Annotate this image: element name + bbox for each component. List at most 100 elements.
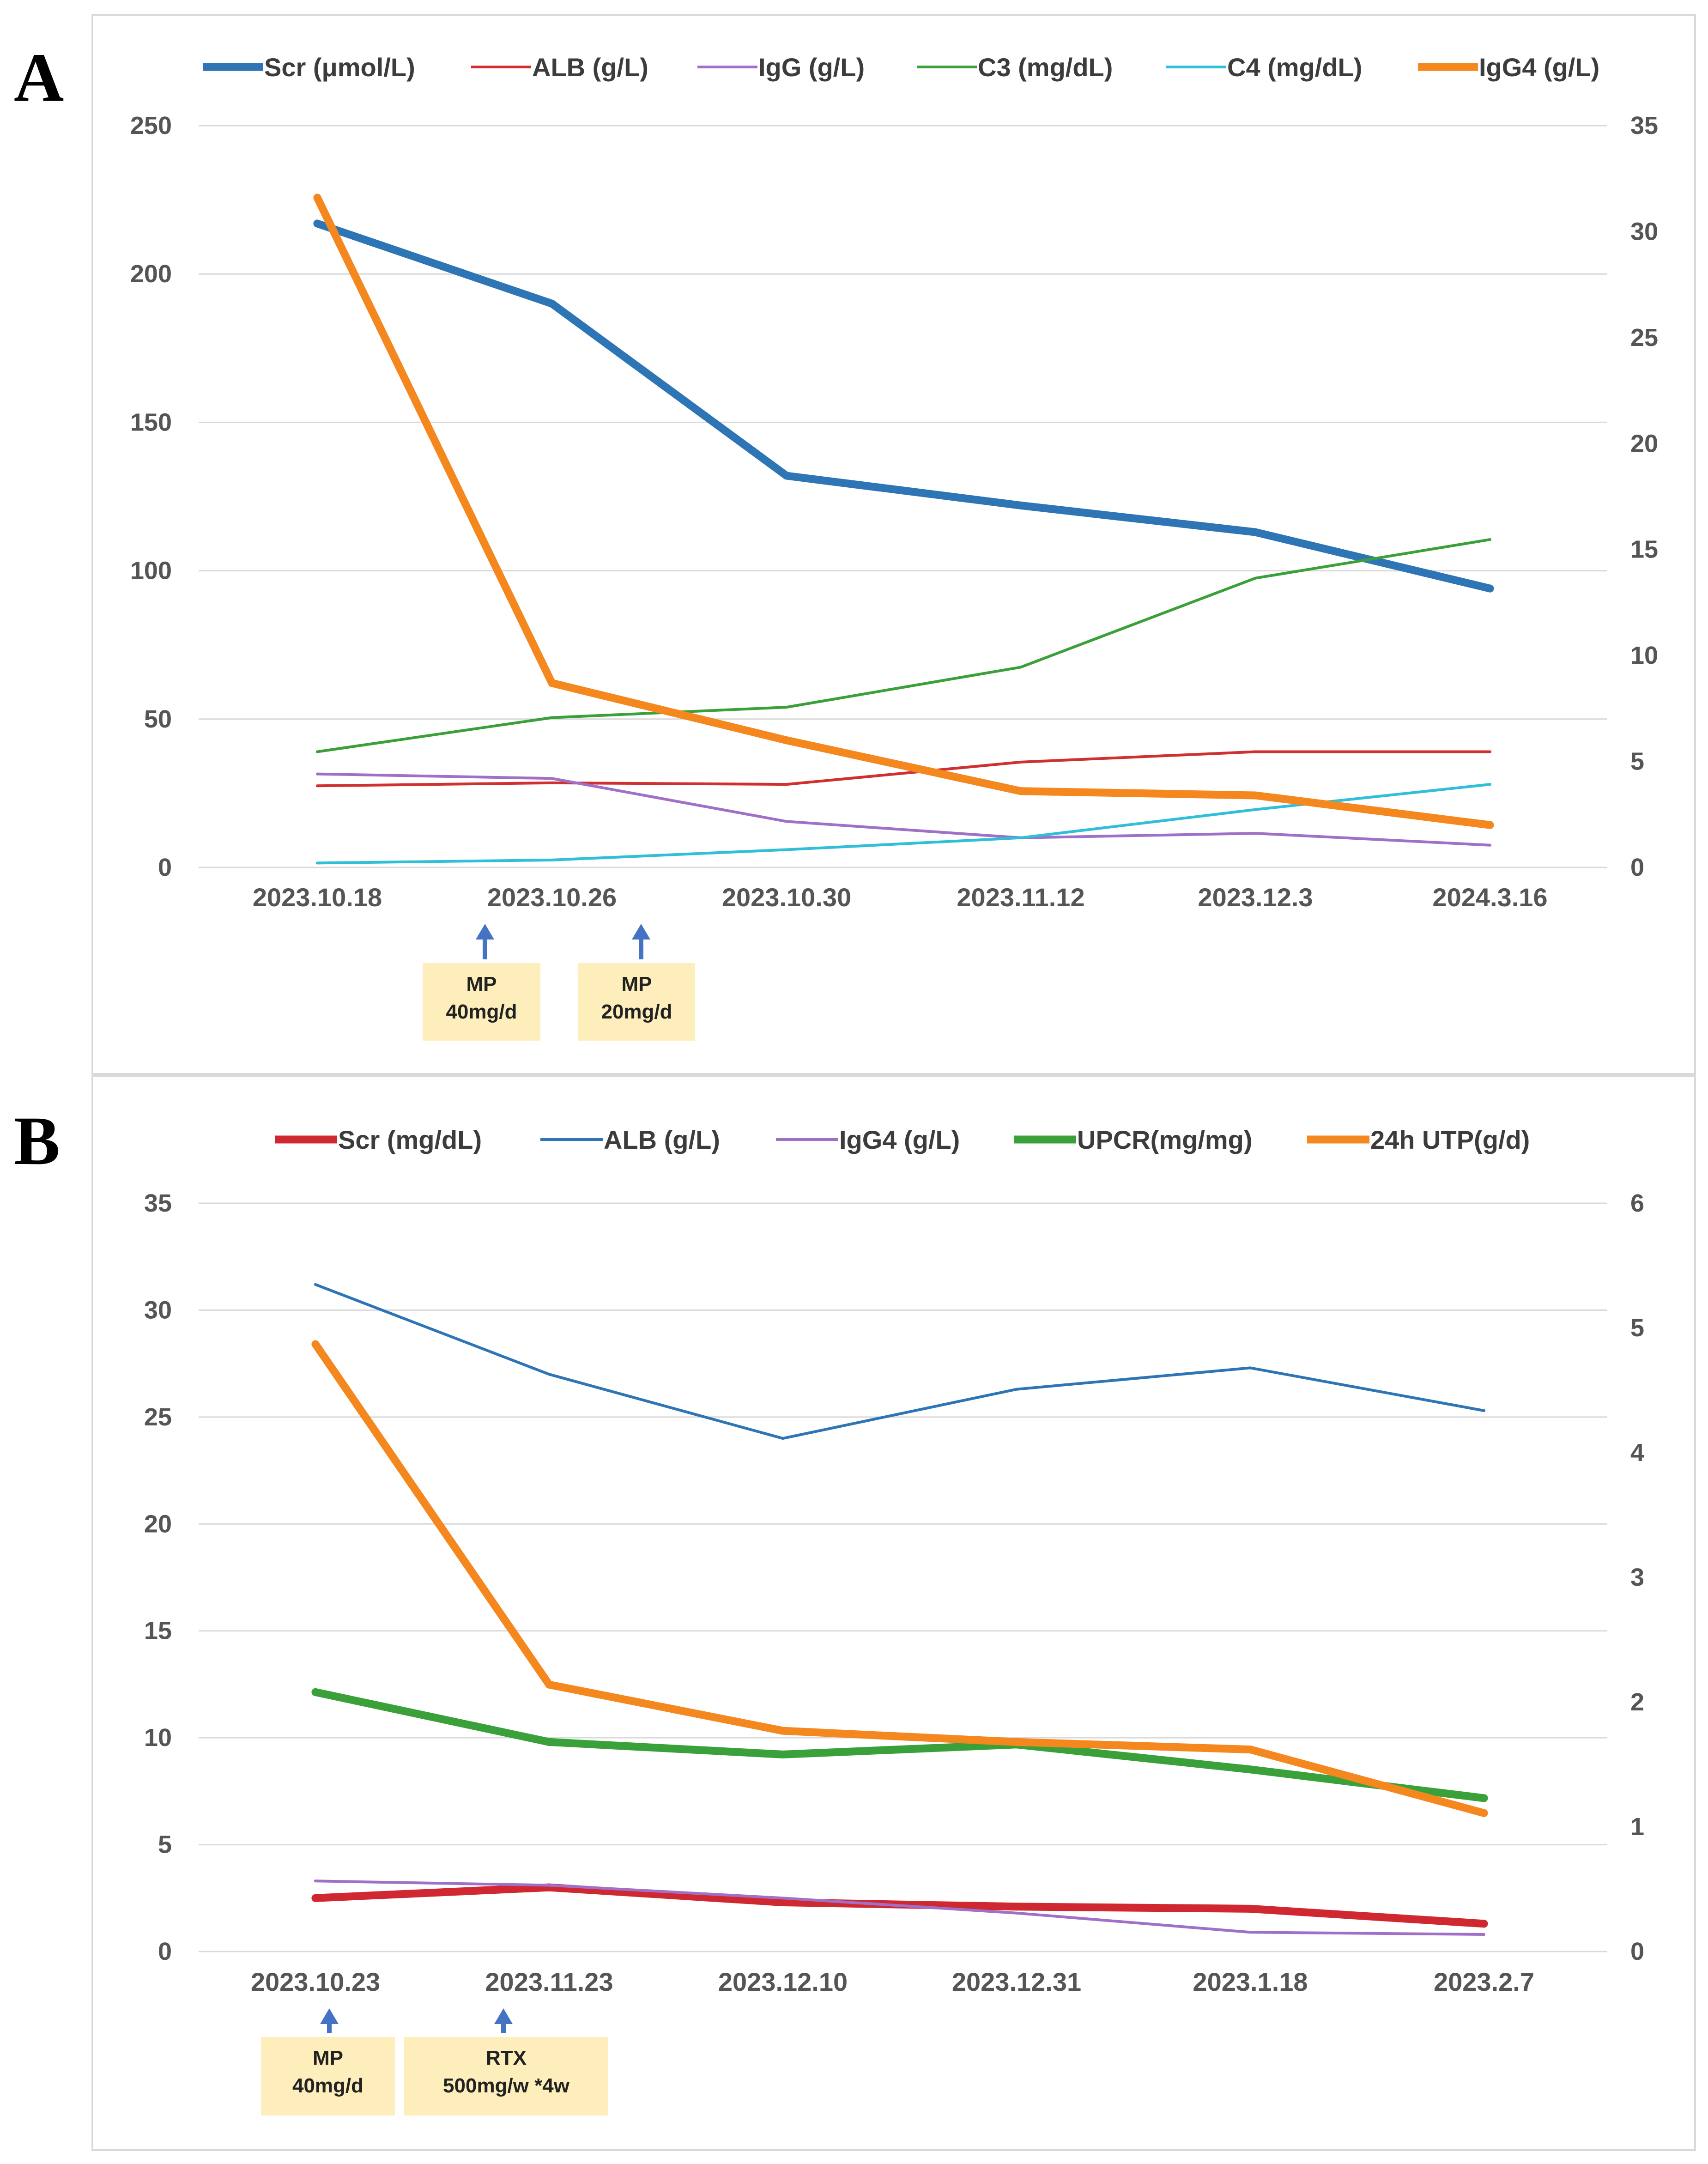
data-point [1489, 783, 1491, 786]
y-tick-label: 0 [158, 1938, 172, 1965]
data-point [316, 861, 319, 865]
annotation-box [578, 963, 695, 1041]
arrow-head [320, 2008, 339, 2024]
y2-tick-label: 20 [1630, 430, 1658, 457]
annotation-box [404, 2037, 608, 2116]
data-point [1246, 1904, 1254, 1913]
data-point [1249, 1366, 1252, 1370]
series-line [311, 1340, 1488, 1817]
x-tick-label: 2023.10.30 [722, 883, 851, 912]
y2-tick-label: 5 [1630, 748, 1644, 776]
legend-label: Scr (μmol/L) [264, 53, 415, 82]
legend-label: C4 (mg/dL) [1227, 53, 1362, 82]
data-point [551, 858, 553, 861]
data-point [548, 299, 556, 308]
y2-tick-label: 25 [1630, 324, 1658, 352]
x-tick-label: 2023.11.23 [485, 1967, 613, 1996]
y2-tick-label: 10 [1630, 642, 1658, 669]
panel-a-label: A [14, 39, 64, 116]
data-point [316, 784, 319, 788]
data-point [1017, 501, 1025, 509]
arrow-head [494, 2008, 513, 2024]
y2-tick-label: 5 [1630, 1314, 1644, 1342]
annotation-box [261, 2037, 395, 2116]
data-point [314, 1879, 317, 1883]
data-point [551, 777, 553, 780]
x-tick-label: 2023.1.18 [1193, 1967, 1308, 1996]
data-point [314, 1283, 317, 1286]
data-point [785, 848, 788, 851]
series-line [314, 1879, 1485, 1936]
data-point [782, 736, 791, 745]
data-point [1483, 1409, 1485, 1412]
annotation-text: RTX [486, 2047, 527, 2069]
y-tick-label: 50 [144, 705, 172, 733]
arrow-head [632, 924, 650, 940]
y2-tick-label: 35 [1630, 112, 1658, 139]
data-point [313, 194, 321, 202]
x-tick-label: 2023.12.3 [1198, 883, 1313, 912]
data-point [1015, 1911, 1018, 1915]
annotation-text: MP [622, 973, 652, 995]
legend-label: Scr (mg/dL) [338, 1125, 482, 1154]
data-point [782, 472, 791, 480]
data-point [1251, 528, 1260, 536]
data-point [779, 1727, 787, 1735]
data-point [1251, 791, 1260, 800]
series-line [316, 783, 1491, 865]
data-point [785, 820, 788, 823]
x-tick-label: 2023.10.18 [253, 883, 382, 912]
x-tick-label: 2023.11.12 [957, 883, 1084, 912]
annotation-box [423, 963, 540, 1041]
y2-tick-label: 0 [1630, 854, 1644, 881]
series-line [316, 538, 1491, 753]
data-point [1480, 1794, 1488, 1802]
y2-tick-label: 15 [1630, 536, 1658, 564]
data-point [1254, 750, 1257, 753]
y2-tick-label: 4 [1630, 1439, 1644, 1467]
data-point [1254, 808, 1257, 811]
data-point [1246, 1746, 1254, 1754]
y-tick-label: 150 [130, 408, 172, 436]
panel-a-chart: 0 50 100 150 200 250 0 5 10 15 20 25 30 35 2023.10.18 2… [130, 53, 1658, 1041]
data-point [548, 679, 556, 687]
annotation-text: 20mg/d [601, 1000, 672, 1023]
data-point [1489, 750, 1491, 753]
annotation-text: 40mg/d [292, 2074, 363, 2097]
data-point [1480, 1809, 1488, 1817]
y-tick-label: 100 [130, 557, 172, 585]
y2-tick-label: 6 [1630, 1189, 1644, 1217]
y2-tick-label: 0 [1630, 1938, 1644, 1965]
data-point [1012, 1903, 1021, 1911]
panel-a-frame [91, 14, 1696, 1075]
data-point [1254, 832, 1257, 835]
data-point [781, 1897, 784, 1900]
data-point [781, 1437, 784, 1440]
data-point [785, 706, 788, 709]
y-tick-label: 0 [158, 854, 172, 881]
y-tick-label: 20 [144, 1510, 172, 1538]
y-tick-label: 10 [144, 1724, 172, 1752]
data-point [1015, 1388, 1018, 1391]
arrow-head [476, 924, 494, 940]
data-point [551, 781, 553, 784]
legend-label: C3 (mg/dL) [978, 53, 1113, 82]
annotation-text: 500mg/w *4w [443, 2074, 570, 2097]
data-point [785, 783, 788, 786]
data-point [1254, 576, 1257, 580]
panel-b-frame [91, 1075, 1696, 2151]
data-point [1012, 1738, 1021, 1746]
y-tick-label: 200 [130, 260, 172, 288]
y2-tick-label: 2 [1630, 1688, 1644, 1716]
data-point [311, 1894, 320, 1902]
y-tick-label: 30 [144, 1296, 172, 1324]
panel-b-label: B [14, 1103, 60, 1179]
data-point [311, 1340, 320, 1348]
series-line [314, 1283, 1485, 1440]
series-line [316, 750, 1491, 788]
data-point [313, 219, 321, 228]
data-point [1489, 843, 1491, 847]
annotation-text: MP [313, 2047, 343, 2069]
series-line [313, 219, 1494, 593]
